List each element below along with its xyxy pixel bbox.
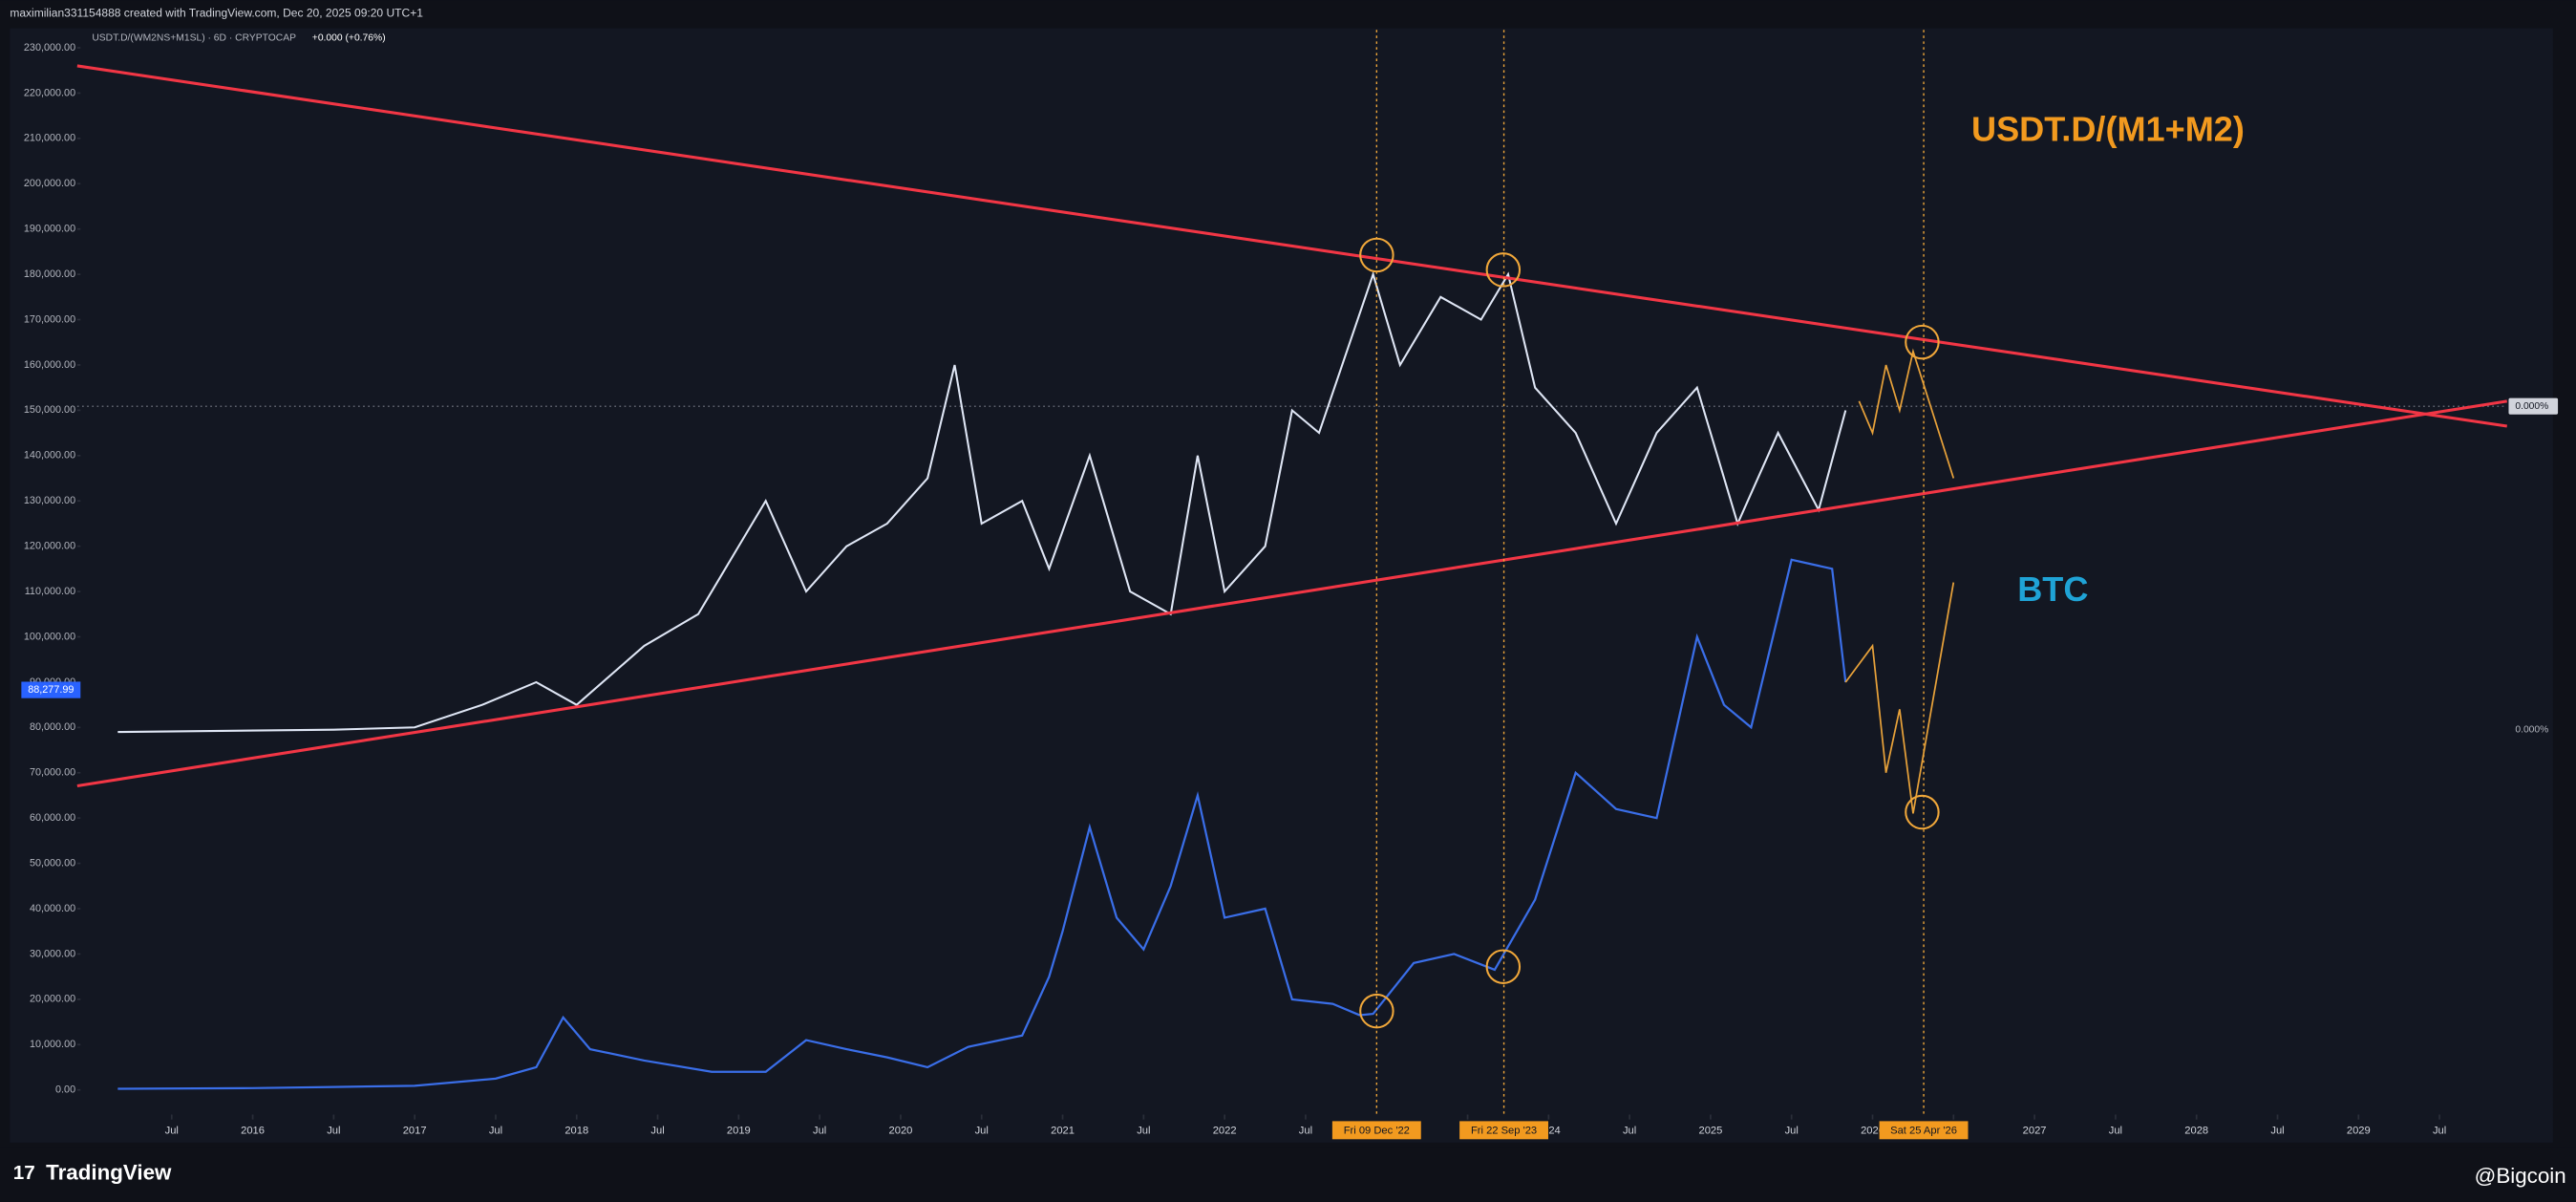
circles [1359, 237, 1940, 1029]
marker-label: Fri 09 Dec '22 [1344, 1126, 1410, 1137]
x-tick-label: 2029 [2347, 1126, 2371, 1137]
legend-symbol: USDT.D/(WM2NS+M1SL) · 6D · CRYPTOCAP [92, 33, 296, 44]
last-price-label: 88,277.99 [28, 684, 74, 696]
x-tick-label: Jul [1623, 1126, 1636, 1137]
x-tick-label: Jul [2109, 1126, 2122, 1137]
x-tick-label: 2019 [727, 1126, 751, 1137]
y-tick-label: 190,000.00 [24, 224, 75, 235]
x-tick-label: Jul [1785, 1126, 1799, 1137]
marker-label-box [1879, 1121, 1969, 1140]
x-tick-label: Jul [650, 1126, 664, 1137]
footer-logo: 17 [13, 1162, 35, 1184]
x-tick-label: Jul [165, 1126, 179, 1137]
footer-bar [0, 1147, 2576, 1202]
y-tick-label: 20,000.00 [30, 994, 75, 1005]
footer-watermark: @Bigcoin [2475, 1164, 2566, 1188]
x-tick-label: 2016 [241, 1126, 265, 1137]
marker-label-box [1459, 1121, 1548, 1140]
highlight-circle [1359, 993, 1394, 1029]
x-tick-label: 2027 [2023, 1126, 2047, 1137]
highlight-circle [1485, 949, 1522, 984]
y-tick-label: 10,000.00 [30, 1039, 75, 1050]
series-line [76, 64, 2507, 428]
x-tick-label: Jul [327, 1126, 340, 1137]
marker-label: Sat 25 Apr '26 [1890, 1126, 1957, 1137]
y-tick-label: 180,000.00 [24, 268, 75, 280]
y-tick-label: 220,000.00 [24, 87, 75, 98]
series-line [117, 270, 1847, 734]
x-tick-label: 2026 [1861, 1126, 1884, 1137]
y-tick-label: 120,000.00 [24, 541, 75, 552]
y-tick-label: 60,000.00 [30, 812, 75, 824]
x-tick-label: 2020 [889, 1126, 913, 1137]
y-tick-label: 100,000.00 [24, 631, 75, 642]
x-tick-label: Jul [1137, 1126, 1150, 1137]
annotation: USDT.D/(M1+M2) [1971, 109, 2245, 148]
highlight-circle [1905, 324, 1940, 360]
last-price-box [21, 681, 81, 698]
y-tick-label: 210,000.00 [24, 133, 75, 144]
annotation: BTC [2017, 569, 2088, 609]
y-tick-label: 0.00 [55, 1084, 75, 1096]
marker-label-box [1331, 1121, 1421, 1140]
highlight-circle [1905, 794, 1940, 830]
x-tick-label: 2018 [564, 1126, 588, 1137]
x-tick-label: Jul [2270, 1126, 2284, 1137]
x-tick-label: Jul [813, 1126, 826, 1137]
x-tick-label: 2017 [403, 1126, 427, 1137]
y-tick-label: 150,000.00 [24, 404, 75, 416]
right-label-box [2508, 397, 2559, 415]
right-label: 0.000% [2515, 401, 2548, 412]
y-tick-label: 200,000.00 [24, 178, 75, 189]
y-tick-label: 110,000.00 [25, 586, 75, 597]
y-tick-label: 30,000.00 [30, 948, 75, 959]
series-line [117, 558, 1847, 1090]
series-line [76, 399, 2508, 788]
legend-change: +0.000 (+0.76%) [312, 33, 386, 44]
highlight-circle [1359, 237, 1394, 273]
x-tick-label: Jul [1299, 1126, 1312, 1137]
right-label: 0.000% [2515, 725, 2548, 736]
plot-area [10, 28, 2553, 1143]
y-tick-label: 140,000.00 [24, 450, 75, 461]
x-tick-label: 2028 [2184, 1126, 2208, 1137]
y-tick-label: 70,000.00 [30, 767, 75, 779]
x-tick-label: Jul [489, 1126, 502, 1137]
y-tick-label: 40,000.00 [30, 903, 75, 914]
x-tick-label: Jul [975, 1126, 989, 1137]
series-line [1844, 582, 1955, 814]
highlight-circle [1485, 252, 1522, 288]
footer-brand: TradingView [46, 1160, 172, 1184]
x-tick-label: 2022 [1213, 1126, 1237, 1137]
x-tick-label: Jul [2433, 1126, 2446, 1137]
y-tick-label: 80,000.00 [30, 721, 75, 733]
y-tick-label: 230,000.00 [24, 42, 75, 54]
layer: 0.00 10,000.00 20,000.00 30,000.00 40,000.00… [21, 30, 2559, 1140]
y-tick-label: 130,000.00 [24, 495, 75, 506]
series-line [1858, 348, 1955, 479]
x-tick-label: 2021 [1051, 1126, 1075, 1137]
y-tick-label: 170,000.00 [24, 313, 75, 325]
header: maximilian331154888 created with Trading… [10, 6, 423, 19]
y-tick-label: 160,000.00 [24, 359, 75, 371]
marker-label: Fri 22 Sep '23 [1471, 1126, 1537, 1137]
x-tick-label: 2025 [1698, 1126, 1722, 1137]
y-tick-label: 50,000.00 [30, 857, 75, 869]
